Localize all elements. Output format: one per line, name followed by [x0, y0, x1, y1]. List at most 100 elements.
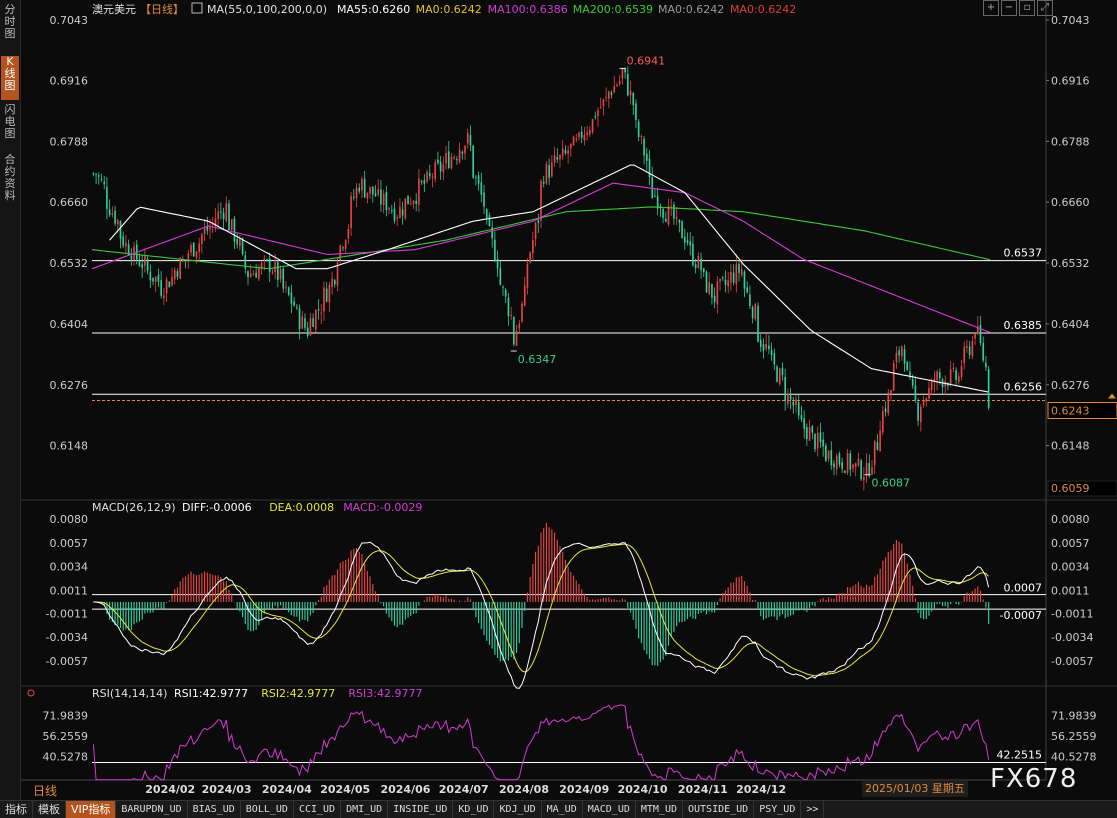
- chart-area[interactable]: 澳元美元 【日线】 MA(55,0,100,200,0,0) MA55:0.6260 M…: [21, 0, 1117, 800]
- candle-body: [176, 270, 179, 277]
- candle-body: [477, 175, 480, 184]
- y-tick-label-left: 0.6660: [50, 196, 89, 209]
- candle-body: [515, 331, 518, 346]
- candle-body: [293, 301, 295, 306]
- candle-body: [507, 297, 510, 317]
- candle-body: [209, 227, 211, 230]
- candle-body: [339, 245, 342, 260]
- candle-body: [966, 346, 968, 348]
- indicator-tab[interactable]: KD_UD: [453, 801, 495, 818]
- indicator-tab[interactable]: MA_UD: [542, 801, 583, 818]
- sidebar-item-kline[interactable]: K线图: [1, 56, 19, 100]
- rsi-tick-right: 71.9839: [1051, 710, 1097, 723]
- indicator-tab[interactable]: KDJ_UD: [494, 801, 542, 818]
- candle-body: [933, 379, 936, 383]
- candle-body: [578, 132, 580, 138]
- candle-body: [165, 279, 168, 294]
- zoom-in-icon[interactable]: +: [983, 0, 999, 16]
- candle-body: [217, 211, 219, 219]
- candle-body: [898, 350, 900, 356]
- candle-body: [458, 149, 461, 162]
- candle-body: [616, 84, 618, 86]
- candle-body: [154, 276, 157, 282]
- sidebar-item-contract-info[interactable]: 合约资料: [4, 153, 16, 202]
- candle-body: [336, 262, 339, 286]
- candle-body: [388, 207, 390, 210]
- macd-indicator-value: DEA:0.0008: [269, 501, 334, 514]
- candle-body: [195, 251, 198, 258]
- candle-body: [157, 274, 160, 282]
- period-label[interactable]: 日线: [33, 784, 58, 798]
- candle-body: [806, 427, 808, 439]
- indicator-tab[interactable]: 指标: [0, 801, 33, 818]
- y-tick-label-left: 0.6532: [50, 257, 89, 270]
- indicator-tab[interactable]: DMI_UD: [341, 801, 389, 818]
- candle-body: [838, 453, 841, 465]
- candle-body: [222, 212, 225, 220]
- sidebar-item-timeshare[interactable]: 分时图: [4, 3, 16, 40]
- candle-body: [225, 203, 228, 222]
- indicator-tab[interactable]: PSY_UD: [754, 801, 802, 818]
- extreme-value-label: 0.6347: [518, 353, 557, 366]
- macd-tick-right: 0.0011: [1051, 585, 1090, 598]
- candle-body: [819, 432, 822, 443]
- candle-body: [106, 186, 108, 210]
- candle-body: [363, 178, 366, 198]
- candle-body: [491, 227, 493, 239]
- candle-body: [879, 430, 881, 452]
- candle-body: [936, 371, 938, 380]
- candle-body: [621, 68, 624, 79]
- candle-body: [629, 90, 632, 96]
- candle-body: [239, 238, 241, 247]
- indicator-tab[interactable]: >>: [801, 801, 825, 818]
- candle-body: [420, 181, 423, 183]
- ma55-line: [109, 164, 989, 393]
- candle-body: [304, 318, 306, 328]
- indicator-tab[interactable]: MACD_UD: [583, 801, 636, 818]
- candle-body: [705, 271, 708, 293]
- candle-body: [732, 272, 735, 283]
- candle-body: [268, 258, 271, 272]
- y-tick-label-left: 0.6916: [50, 74, 89, 87]
- candle-body: [675, 216, 678, 220]
- candle-body: [613, 85, 616, 93]
- x-axis-label: 2024/09: [559, 783, 609, 796]
- candle-body: [692, 243, 694, 265]
- candle-body: [982, 342, 985, 361]
- candle-body: [589, 130, 591, 135]
- candle-body: [100, 178, 103, 180]
- sidebar-item-flash[interactable]: 闪电图: [4, 103, 16, 140]
- indicator-tab[interactable]: BIAS_UD: [188, 801, 241, 818]
- rsi-tick-left: 40.5278: [43, 751, 89, 764]
- candle-body: [412, 201, 415, 204]
- candle-body: [203, 228, 206, 235]
- indicator-tab[interactable]: MTM_UD: [636, 801, 683, 818]
- indicator-tab[interactable]: OUTSIDE_UD: [683, 801, 755, 818]
- candle-body: [624, 67, 626, 73]
- indicator-tab[interactable]: 模板: [33, 801, 66, 818]
- macd-tick-right: 0.0057: [1051, 537, 1090, 550]
- y-tick-label-left: 0.6404: [50, 318, 89, 331]
- ma-indicator-value: MA100:0.6386: [488, 3, 568, 16]
- fit-icon[interactable]: ▫: [1019, 0, 1035, 16]
- indicator-tab[interactable]: BOLL_UD: [241, 801, 294, 818]
- candle-body: [312, 318, 314, 328]
- candle-body: [735, 264, 738, 285]
- y-tick-label-right: 0.6404: [1051, 318, 1090, 331]
- candle-body: [700, 258, 702, 271]
- indicator-tab[interactable]: BARUPDN_UD: [116, 801, 188, 818]
- candle-body: [743, 271, 746, 289]
- macd-indicator-value: MACD:-0.0029: [343, 501, 422, 514]
- indicator-tab[interactable]: VIP指标: [66, 801, 117, 818]
- indicator-tab[interactable]: INSIDE_UD: [388, 801, 454, 818]
- candle-body: [260, 262, 263, 269]
- zoom-out-icon[interactable]: −: [1001, 0, 1017, 16]
- candle-body: [564, 149, 567, 154]
- candle-body: [521, 303, 523, 322]
- candle-body: [746, 287, 749, 293]
- period-tag: 【日线】: [140, 2, 184, 16]
- indicator-tab[interactable]: CCI_UD: [294, 801, 342, 818]
- candle-body: [190, 245, 192, 253]
- rsi-indicator-value: RSI2:42.9777: [261, 687, 335, 700]
- expand-icon[interactable]: ⤢: [1037, 0, 1053, 16]
